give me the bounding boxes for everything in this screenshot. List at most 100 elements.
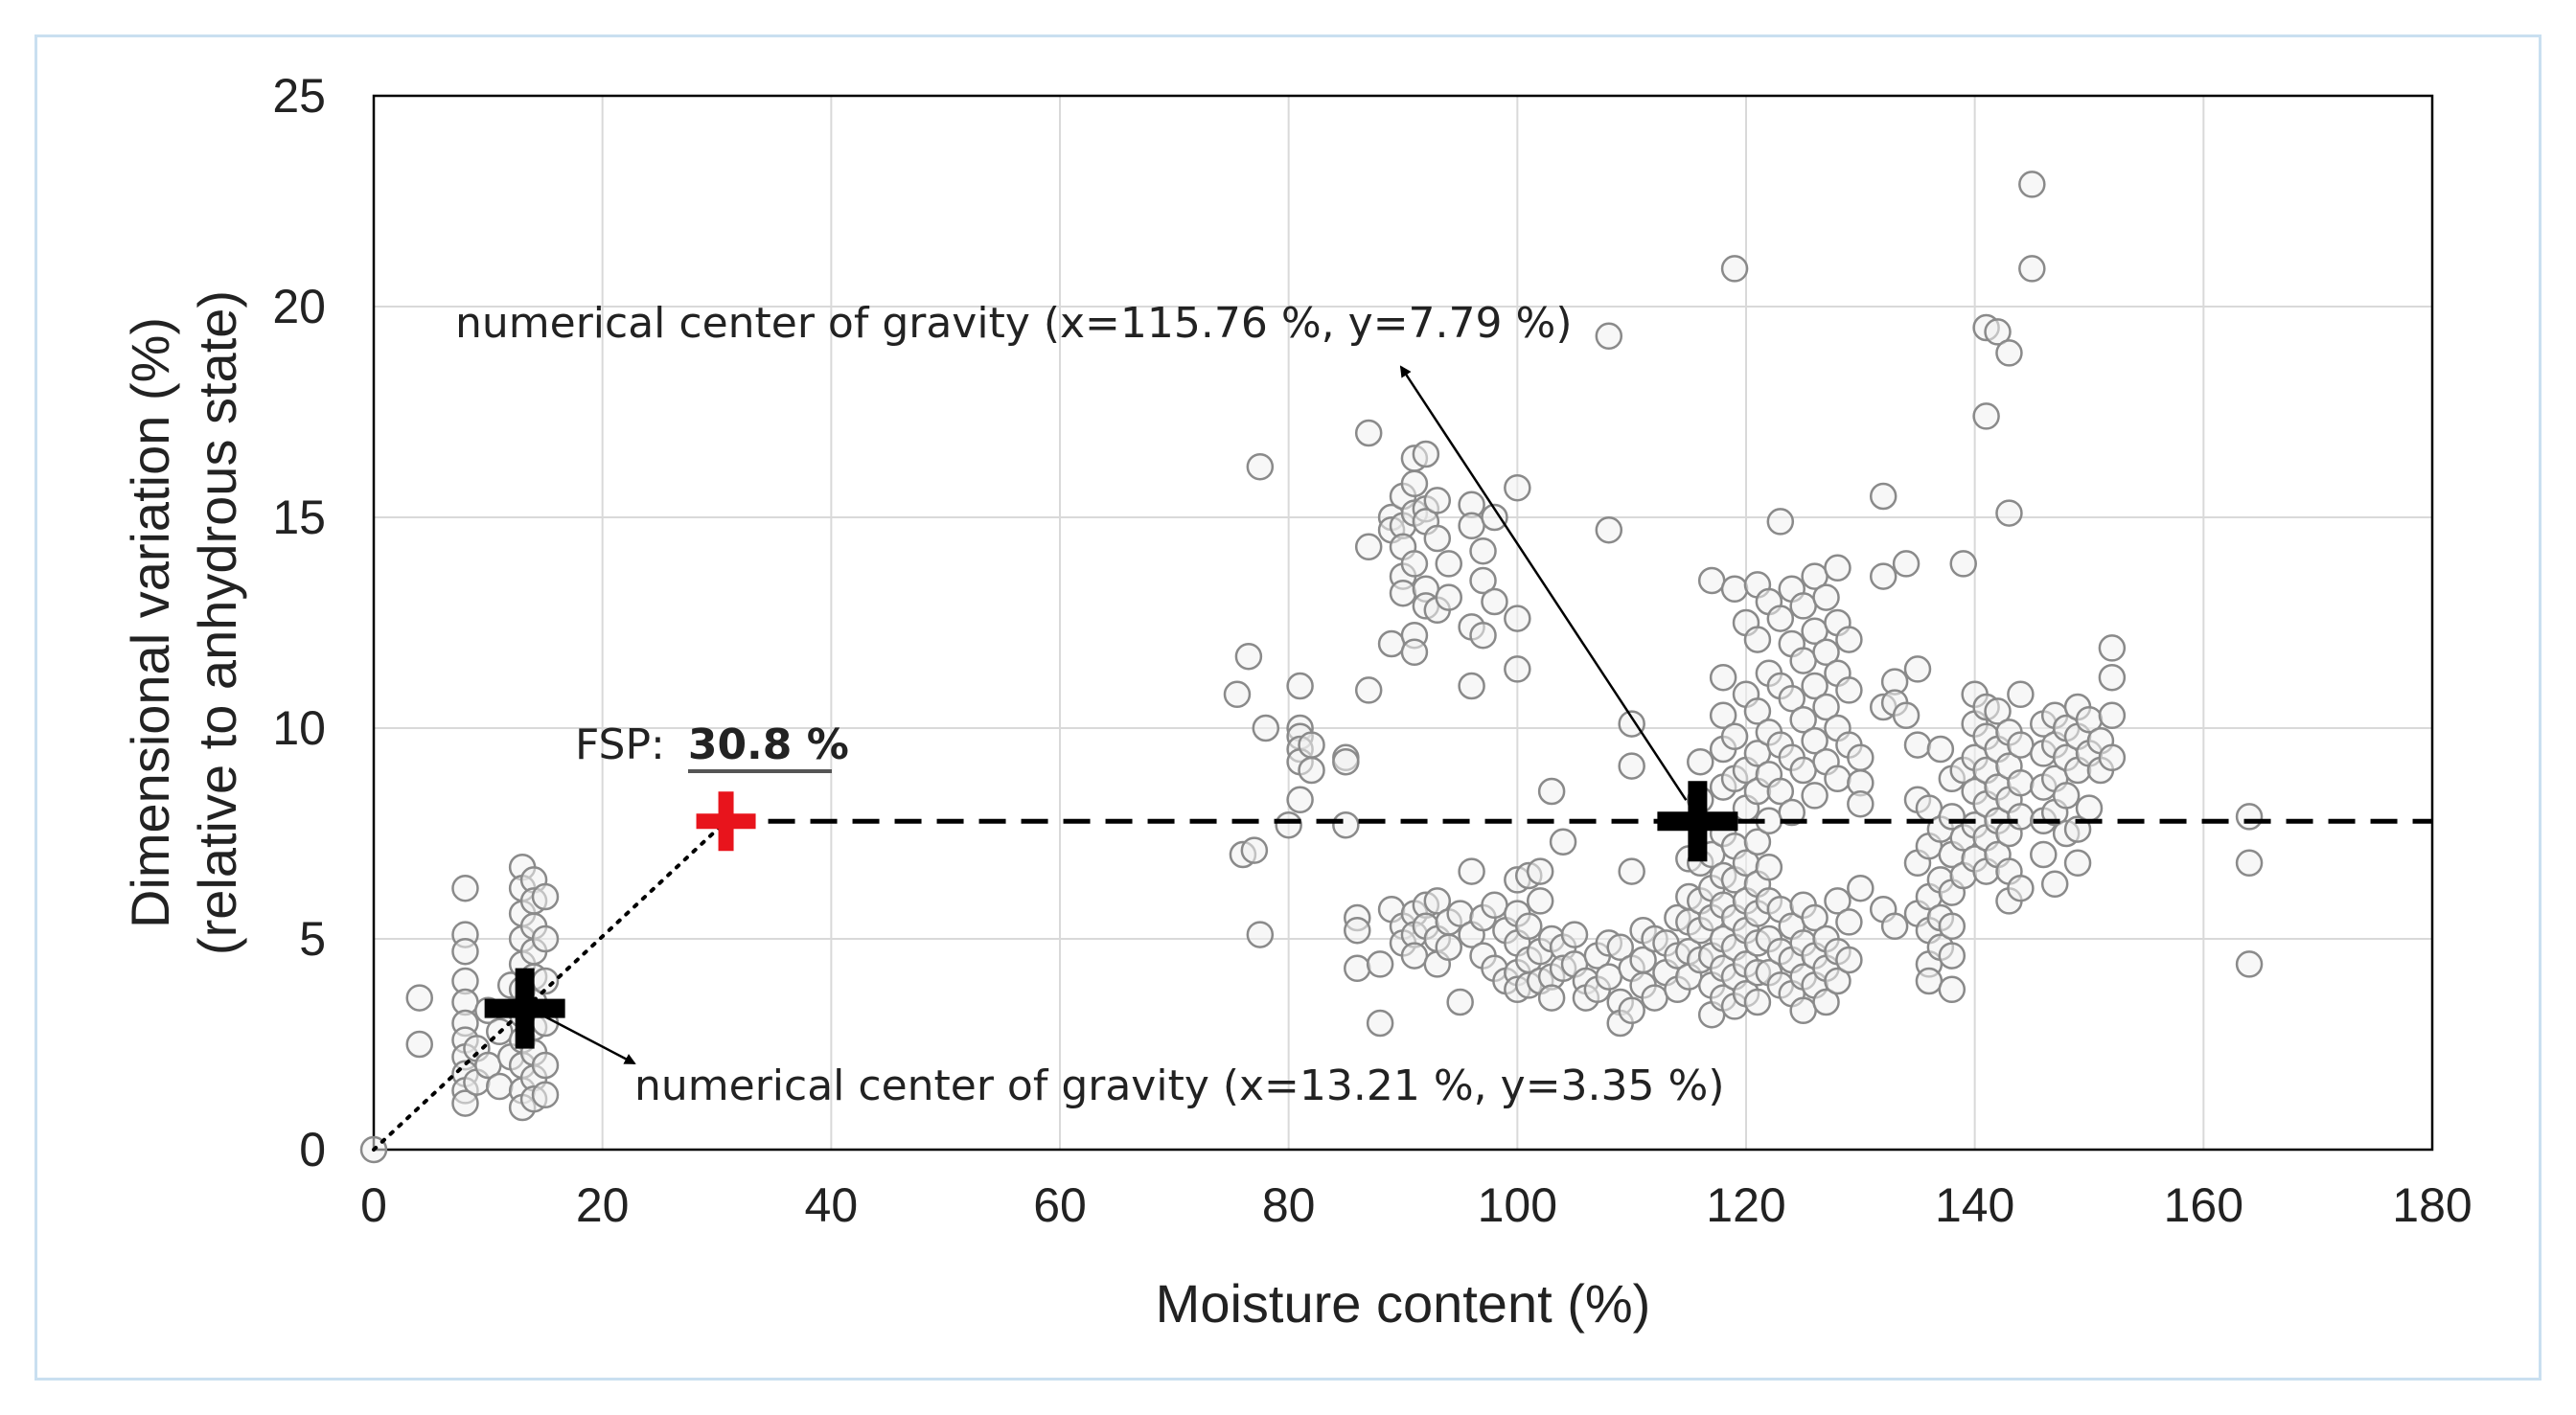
data-point <box>1778 798 1806 827</box>
data-point <box>1606 933 1634 962</box>
data-point <box>1801 672 1828 700</box>
data-point <box>1275 810 1302 839</box>
plot-area-border <box>372 94 2434 1152</box>
data-point <box>1835 676 1863 704</box>
data-point <box>1377 629 1406 658</box>
data-point <box>1778 684 1806 713</box>
data-point <box>2235 803 2264 831</box>
gridlines <box>374 96 2432 1150</box>
data-point <box>1246 921 1275 948</box>
data-point <box>1458 857 1485 885</box>
data-point <box>1481 891 1508 920</box>
data-point <box>2007 731 2035 759</box>
x-tick-label: 0 <box>360 1178 387 1232</box>
origin-to-fsp-line <box>372 819 728 1152</box>
data-point <box>1400 469 1429 498</box>
data-point <box>531 882 560 911</box>
fsp-label: FSP: 30.8 % <box>575 720 849 769</box>
data-point <box>1812 693 1840 721</box>
x-tick-label: 20 <box>576 1178 630 1232</box>
data-point <box>2075 794 2104 822</box>
data-point <box>1618 752 1645 780</box>
data-point <box>1755 853 1783 881</box>
data-point <box>1697 566 1726 595</box>
data-point <box>1240 836 1269 864</box>
center-cross-high <box>1657 781 1738 862</box>
data-point <box>1789 705 1817 734</box>
data-point <box>1344 916 1371 945</box>
data-point <box>1641 984 1668 1012</box>
data-point <box>1766 508 1795 536</box>
data-point <box>1903 731 1932 759</box>
data-point <box>1938 912 1966 941</box>
y-tick-label: 5 <box>299 912 326 966</box>
data-point <box>1298 731 1325 759</box>
data-point <box>2007 874 2035 902</box>
data-point <box>1504 605 1531 632</box>
x-tick-label: 100 <box>1478 1178 1557 1232</box>
data-point <box>531 924 560 953</box>
data-point <box>2098 634 2127 662</box>
data-point <box>1824 887 1852 915</box>
data-point <box>1446 988 1474 1016</box>
fsp-prefix: FSP: <box>575 720 665 769</box>
data-point <box>1469 536 1497 565</box>
data-point <box>1709 663 1737 692</box>
x-tick-label: 160 <box>2164 1178 2243 1232</box>
data-point <box>1354 676 1383 704</box>
data-point <box>1526 857 1554 885</box>
data-point <box>451 874 479 902</box>
x-tick-label: 60 <box>1033 1178 1087 1232</box>
data-point <box>1847 743 1874 772</box>
data-point <box>1435 933 1462 962</box>
x-axis-title: Moisture content (%) <box>1156 1273 1651 1334</box>
data-point <box>1720 255 1749 283</box>
data-point <box>1618 996 1645 1025</box>
data-point <box>1366 950 1394 978</box>
data-point <box>1423 887 1452 915</box>
data-point <box>1835 626 1863 653</box>
data-point <box>2040 870 2069 899</box>
data-point <box>405 1030 433 1059</box>
data-point <box>1903 655 1932 683</box>
center-cross-high-bar-v <box>1688 781 1708 862</box>
data-point <box>1743 626 1772 653</box>
data-point <box>2235 950 2264 978</box>
data-point <box>1332 747 1360 776</box>
data-point <box>1246 452 1275 481</box>
upper-center-annotation: numerical center of gravity (x=115.76 %,… <box>455 299 1572 348</box>
x-tick-label: 40 <box>805 1178 859 1232</box>
data-point <box>1595 515 1623 544</box>
data-point <box>1766 605 1795 632</box>
data-point <box>1400 550 1429 578</box>
x-tick-label: 80 <box>1262 1178 1316 1232</box>
data-point <box>1869 482 1898 511</box>
data-point <box>1389 579 1417 607</box>
data-point <box>1354 533 1383 561</box>
y-axis-title-line1: Dimensional variation (%) <box>120 317 180 928</box>
data-point <box>1687 747 1714 776</box>
data-point <box>1423 524 1452 553</box>
data-point <box>1789 592 1817 620</box>
tick-labels: 0 20 40 60 80 100 120 140 160 180 0 5 10 15 20 25 <box>272 69 2472 1232</box>
data-point <box>1892 550 1920 578</box>
data-point <box>1481 587 1508 616</box>
data-point <box>1400 638 1429 667</box>
data-point <box>1720 575 1749 604</box>
data-point <box>1824 554 1852 582</box>
data-point <box>1789 756 1817 785</box>
center-cross-low-bar-v <box>515 968 535 1049</box>
data-point <box>1984 697 2012 725</box>
data-point <box>1824 765 1852 793</box>
data-point <box>1354 419 1383 447</box>
data-point <box>1549 828 1577 856</box>
data-point <box>2052 782 2081 810</box>
data-point <box>1504 655 1531 683</box>
data-point <box>1515 912 1543 941</box>
data-point <box>1926 735 1955 764</box>
data-point <box>1812 583 1840 611</box>
data-point <box>1412 440 1440 468</box>
data-point <box>1743 988 1772 1016</box>
data-point <box>1812 638 1840 667</box>
data-point <box>1766 777 1795 806</box>
